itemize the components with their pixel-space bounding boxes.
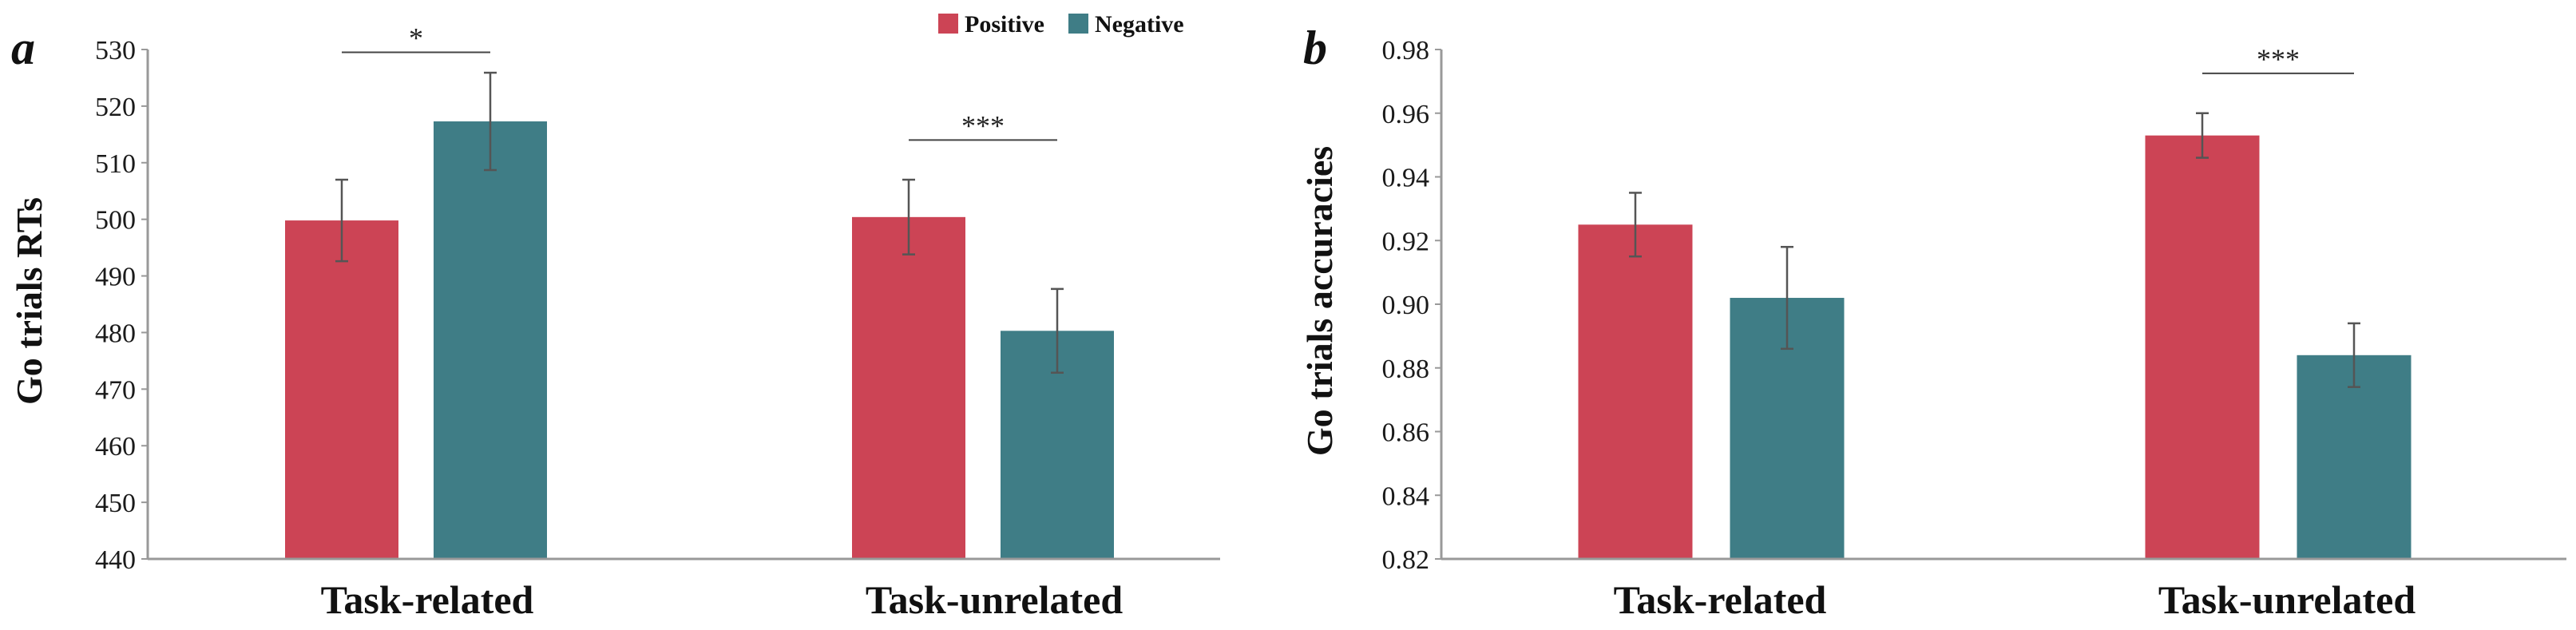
significance-a: ****	[342, 22, 1057, 141]
bar-b-negative-task-unrelated	[2297, 355, 2412, 559]
y-tick-label-b: 0.92	[1382, 227, 1430, 256]
legend-label-negative: Negative	[1095, 11, 1184, 38]
y-tick-label-b: 0.88	[1382, 355, 1430, 384]
category-label-b-task-related: Task-related	[1614, 577, 1827, 622]
significance-label-a: ***	[961, 109, 1005, 141]
y-tick-label-a: 530	[95, 36, 136, 65]
y-tick-label-b: 0.86	[1382, 418, 1430, 448]
y-tick-label-b: 0.96	[1382, 100, 1430, 129]
chart-panel-b: b Go trials accuracies 0.820.840.860.880…	[1299, 22, 2566, 622]
y-ticks-a: 440 450 460 470 480 490 500 510 520 530	[95, 36, 148, 575]
y-tick-label-a: 460	[95, 432, 136, 462]
bars-a	[285, 71, 1114, 560]
panel-label-b: b	[1303, 22, 1327, 74]
legend: Positive Negative	[938, 11, 1184, 38]
category-label-a-task-related: Task-related	[321, 577, 534, 622]
y-tick-label-b: 0.90	[1382, 291, 1430, 320]
category-label-a-task-unrelated: Task-unrelated	[866, 577, 1124, 622]
significance-label-a: *	[409, 22, 423, 54]
y-tick-label-a: 470	[95, 375, 136, 405]
y-tick-label-a: 490	[95, 263, 136, 292]
y-tick-label-b: 0.82	[1382, 545, 1430, 575]
category-label-b-task-unrelated: Task-unrelated	[2158, 577, 2416, 622]
y-tick-label-a: 510	[95, 149, 136, 179]
y-ticks-b: 0.82 0.84 0.86 0.88 0.90 0.92 0.94 0.96 0.98	[1382, 36, 1441, 575]
y-tick-label-b: 0.84	[1382, 481, 1430, 511]
legend-swatch-negative	[1068, 14, 1088, 34]
bars-b	[1578, 112, 2412, 560]
bar-a-negative-task-related	[434, 121, 547, 560]
y-tick-label-a: 520	[95, 93, 136, 122]
bar-a-positive-task-unrelated	[852, 216, 965, 559]
y-axis-label-b: Go trials accuracies	[1299, 146, 1340, 456]
bar-b-positive-task-unrelated	[2145, 135, 2260, 560]
y-axis-label-a: Go trials RTs	[9, 197, 50, 405]
panel-label-a: a	[11, 22, 35, 74]
y-tick-label-a: 500	[95, 206, 136, 236]
bar-b-positive-task-related	[1578, 224, 1693, 559]
chart-panel-a: a Go trials RTs 440 450 460 470 480 490 500 510…	[9, 22, 1220, 622]
bar-a-positive-task-related	[285, 220, 398, 559]
y-tick-label-b: 0.94	[1382, 164, 1430, 193]
legend-label-positive: Positive	[965, 11, 1044, 38]
legend-swatch-positive	[938, 14, 958, 34]
y-tick-label-a: 480	[95, 319, 136, 348]
y-tick-label-a: 450	[95, 489, 136, 518]
y-tick-label-b: 0.98	[1382, 36, 1430, 65]
y-tick-label-a: 440	[95, 545, 136, 575]
significance-label-b: ***	[2257, 43, 2300, 75]
significance-b: ***	[2202, 43, 2354, 75]
